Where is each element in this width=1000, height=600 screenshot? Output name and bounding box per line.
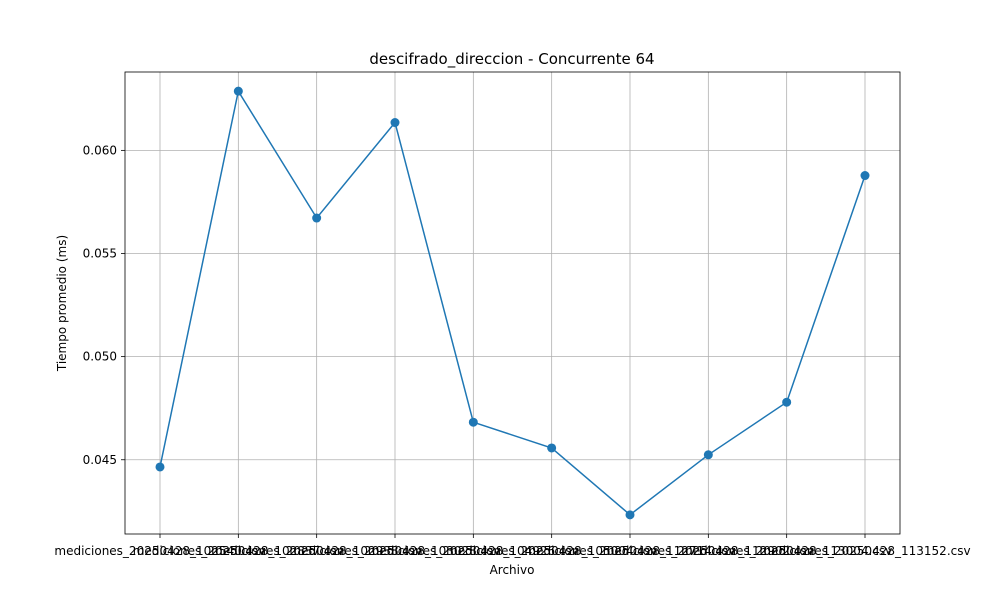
plot-frame bbox=[124, 71, 901, 535]
x-tick-label: mediciones_20250428_112714.csv bbox=[524, 544, 735, 558]
data-point bbox=[625, 510, 635, 520]
y-tick-label: 0.060 bbox=[83, 143, 117, 157]
x-tick-label: mediciones_20250428_102938.csv bbox=[211, 544, 422, 558]
grid bbox=[125, 72, 900, 534]
data-point bbox=[468, 417, 478, 427]
x-axis-ticks: mediciones_20250428_102540.csvmediciones… bbox=[54, 534, 971, 558]
data-point bbox=[860, 171, 870, 181]
y-tick-label: 0.050 bbox=[83, 350, 117, 364]
data-point bbox=[155, 462, 165, 472]
x-tick-label: mediciones_20250428_102837.csv bbox=[133, 544, 344, 558]
x-tick-label: mediciones_20250428_113152.csv bbox=[759, 544, 970, 558]
x-tick-label: mediciones_20250428_105004.csv bbox=[446, 544, 657, 558]
x-tick-label: mediciones_20250428_103028.csv bbox=[289, 544, 500, 558]
data-points bbox=[155, 86, 870, 520]
data-point bbox=[390, 118, 400, 128]
x-tick-label: mediciones_20250428_104926.csv bbox=[368, 544, 579, 558]
x-tick-label: mediciones_20250428_102540.csv bbox=[54, 544, 265, 558]
data-point bbox=[233, 86, 243, 96]
y-axis-ticks: 0.045 0.050 0.055 0.060 bbox=[83, 143, 125, 467]
y-axis-label: Tiempo promedio (ms) bbox=[55, 235, 69, 372]
series-line bbox=[159, 89, 866, 516]
x-axis-label: Archivo bbox=[490, 563, 535, 577]
data-point bbox=[703, 450, 713, 460]
x-tick-label: mediciones_20250428_112902.csv bbox=[603, 544, 814, 558]
y-tick-label: 0.045 bbox=[83, 453, 117, 467]
data-point bbox=[312, 213, 322, 223]
data-point bbox=[547, 443, 557, 453]
x-tick-label: mediciones_20250428_113004.csv bbox=[681, 544, 892, 558]
y-tick-label: 0.055 bbox=[83, 247, 117, 261]
chart-title: descifrado_direccion - Concurrente 64 bbox=[369, 50, 654, 69]
data-point bbox=[782, 397, 792, 407]
